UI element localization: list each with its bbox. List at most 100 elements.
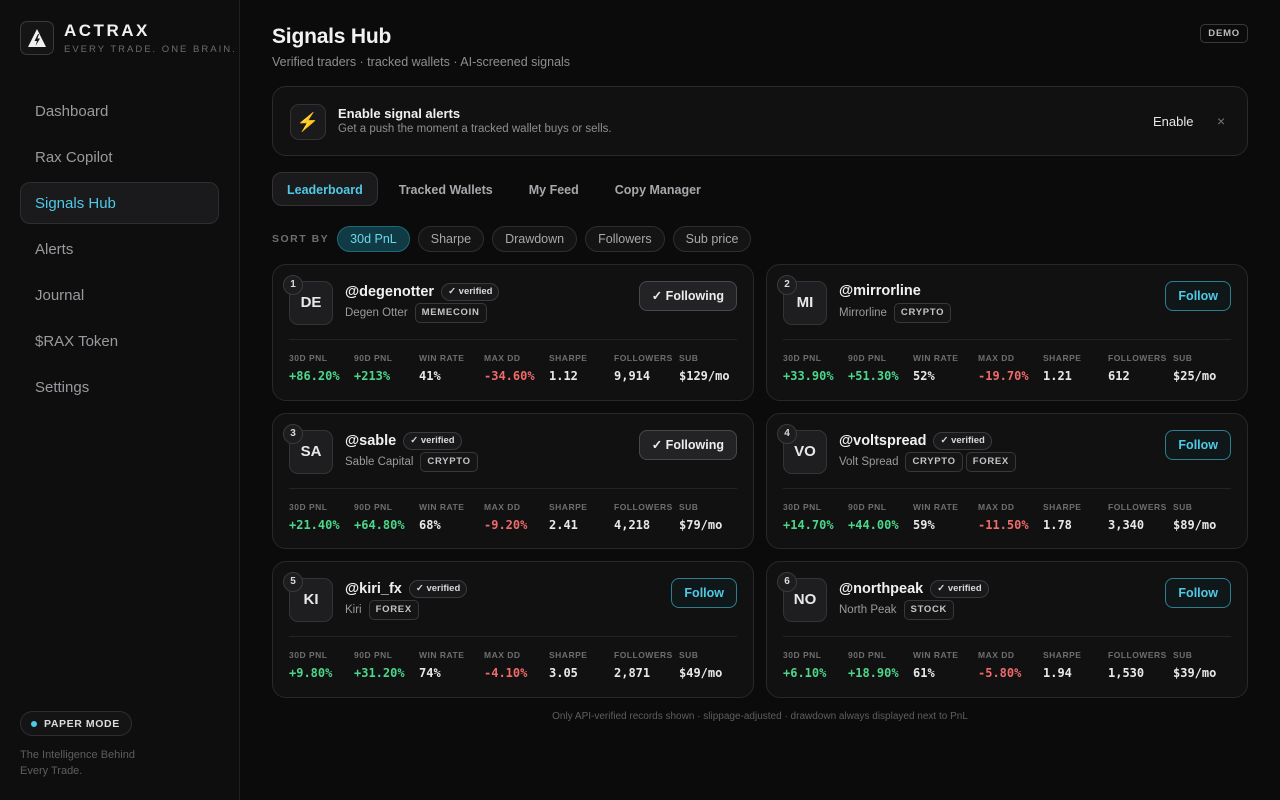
stat-sub-price: SUB $79/mo [679, 502, 744, 532]
stat-max-dd: MAX DD -9.20% [484, 502, 549, 532]
stat-value: -19.70% [978, 369, 1029, 383]
trader-card[interactable]: 5 KI @kiri_fx ✓ verified Kiri FOREX Follow 30D … [272, 561, 754, 698]
follow-button[interactable]: Follow [1165, 578, 1231, 608]
sidebar-item-settings[interactable]: Settings [35, 379, 90, 396]
sidebar-item-rax-token[interactable]: $RAX Token [35, 333, 119, 350]
close-icon[interactable]: × [1217, 113, 1226, 129]
trader-name: Mirrorline [839, 307, 887, 319]
tab-tracked-wallets[interactable]: Tracked Wallets [398, 183, 493, 197]
trader-handle[interactable]: @voltspread [839, 433, 927, 449]
following-button[interactable]: ✓ Following [638, 281, 737, 311]
stat-value: 3.05 [549, 666, 578, 680]
stat-label: FOLLOWERS [614, 650, 673, 660]
stat-label: SHARPE [1043, 650, 1082, 660]
trader-stats: 30D PNL +6.10% 90D PNL +18.90% WIN RATE 61% MA… [783, 650, 1238, 680]
sort-chip-drawdown[interactable]: Drawdown [492, 226, 578, 252]
trader-handle[interactable]: @sable [345, 433, 397, 449]
stat-value: 61% [913, 666, 935, 680]
stat-label: 90D PNL [848, 353, 887, 363]
stat-label: SHARPE [549, 650, 588, 660]
market-tag: MEMECOIN [414, 303, 487, 323]
stat-label: SUB [1173, 353, 1193, 363]
sort-chip-sharpe[interactable]: Sharpe [417, 226, 485, 252]
sort-chip-30d-pnl[interactable]: 30d PnL [337, 226, 410, 252]
trader-card[interactable]: 3 SA @sable ✓ verified Sable Capital CRYPTO ✓ … [272, 413, 754, 549]
stat-max-dd: MAX DD -34.60% [484, 353, 549, 383]
trader-card[interactable]: 1 DE @degenotter ✓ verified Degen Otter MEMEC… [272, 264, 754, 401]
stat-pnl-90d: 90D PNL +213% [354, 353, 419, 383]
paper-mode-badge[interactable]: PAPER MODE [20, 711, 132, 736]
page-title: Signals Hub [272, 25, 392, 48]
stat-label: FOLLOWERS [1108, 353, 1167, 363]
trader-handle[interactable]: @degenotter [345, 284, 435, 300]
sort-chip-followers[interactable]: Followers [585, 226, 665, 252]
stat-max-dd: MAX DD -4.10% [484, 650, 549, 680]
brand[interactable]: ACTRAX EVERY TRADE. ONE BRAIN. [20, 21, 237, 55]
stat-sub-price: SUB $25/mo [1173, 353, 1238, 383]
stat-followers: FOLLOWERS 612 [1108, 353, 1173, 383]
stat-value: -34.60% [484, 369, 535, 383]
stat-sharpe: SHARPE 1.78 [1043, 502, 1108, 532]
page-subtitle: Verified traders · tracked wallets · AI-… [272, 55, 571, 69]
avatar[interactable]: VO [783, 430, 827, 474]
stat-value: $25/mo [1173, 369, 1217, 383]
trader-name: Sable Capital [345, 456, 414, 468]
stat-value: +86.20% [289, 369, 340, 383]
follow-button[interactable]: Follow [671, 578, 737, 608]
stat-value: -11.50% [978, 518, 1029, 532]
stat-sharpe: SHARPE 3.05 [549, 650, 614, 680]
stat-value: 1.21 [1043, 369, 1072, 383]
stat-followers: FOLLOWERS 2,871 [614, 650, 679, 680]
tab-copy-manager[interactable]: Copy Manager [614, 183, 701, 197]
trader-handle[interactable]: @kiri_fx [345, 581, 402, 597]
sidebar-item-signals-hub[interactable]: Signals Hub [20, 182, 219, 224]
divider [289, 488, 737, 489]
signals-tabs: Leaderboard Tracked Wallets My Feed Copy… [272, 172, 722, 206]
stat-value: $39/mo [1173, 666, 1217, 680]
market-tag: STOCK [903, 600, 955, 620]
stat-value: $129/mo [679, 369, 730, 383]
stat-sub-price: SUB $129/mo [679, 353, 744, 383]
trader-handle[interactable]: @mirrorline [839, 283, 921, 299]
tab-leaderboard[interactable]: Leaderboard [272, 172, 378, 206]
sort-chip-sub-price[interactable]: Sub price [672, 226, 752, 252]
stat-value: -4.10% [484, 666, 528, 680]
sidebar-item-journal[interactable]: Journal [35, 287, 85, 304]
stat-label: WIN RATE [913, 353, 959, 363]
stat-value: 1.78 [1043, 518, 1072, 532]
trader-stats: 30D PNL +33.90% 90D PNL +51.30% WIN RATE 52% M… [783, 353, 1238, 383]
alert-title: Enable signal alerts [338, 106, 461, 121]
stat-label: SUB [679, 502, 699, 512]
sidebar-item-dashboard[interactable]: Dashboard [35, 103, 109, 120]
follow-button[interactable]: Follow [1165, 430, 1231, 460]
market-tag: CRYPTO [905, 452, 963, 472]
stat-pnl-90d: 90D PNL +51.30% [848, 353, 913, 383]
stat-pnl-90d: 90D PNL +31.20% [354, 650, 419, 680]
stat-value: $89/mo [1173, 518, 1217, 532]
stat-label: 90D PNL [848, 650, 887, 660]
trader-card[interactable]: 6 NO @northpeak ✓ verified North Peak STOCK Fo… [766, 561, 1248, 698]
sidebar: ACTRAX EVERY TRADE. ONE BRAIN. Dashboard… [0, 0, 240, 800]
stat-value: 74% [419, 666, 441, 680]
tab-my-feed[interactable]: My Feed [528, 183, 579, 197]
stat-value: 9,914 [614, 369, 651, 383]
trader-card[interactable]: 2 MI @mirrorline Mirrorline CRYPTO Follow 30D … [766, 264, 1248, 401]
status-dot-icon [31, 720, 37, 727]
stat-pnl-30d: 30D PNL +9.80% [289, 650, 354, 680]
sidebar-nav: Dashboard Rax Copilot Signals Hub Alerts… [20, 90, 219, 412]
divider [783, 636, 1231, 637]
stat-label: SHARPE [549, 502, 588, 512]
trader-handle[interactable]: @northpeak [839, 581, 924, 597]
sidebar-item-rax-copilot[interactable]: Rax Copilot [35, 149, 113, 166]
stat-label: 30D PNL [289, 502, 328, 512]
stat-label: FOLLOWERS [614, 353, 673, 363]
stat-sub-price: SUB $49/mo [679, 650, 744, 680]
stat-label: MAX DD [978, 502, 1015, 512]
trader-card[interactable]: 4 VO @voltspread ✓ verified Volt Spread CRYPT… [766, 413, 1248, 549]
follow-button[interactable]: Follow [1165, 281, 1231, 311]
stat-followers: FOLLOWERS 1,530 [1108, 650, 1173, 680]
following-button[interactable]: ✓ Following [638, 430, 737, 460]
enable-alerts-button[interactable]: Enable [1153, 114, 1194, 129]
sidebar-item-alerts[interactable]: Alerts [35, 241, 74, 258]
stat-value: 4,218 [614, 518, 651, 532]
